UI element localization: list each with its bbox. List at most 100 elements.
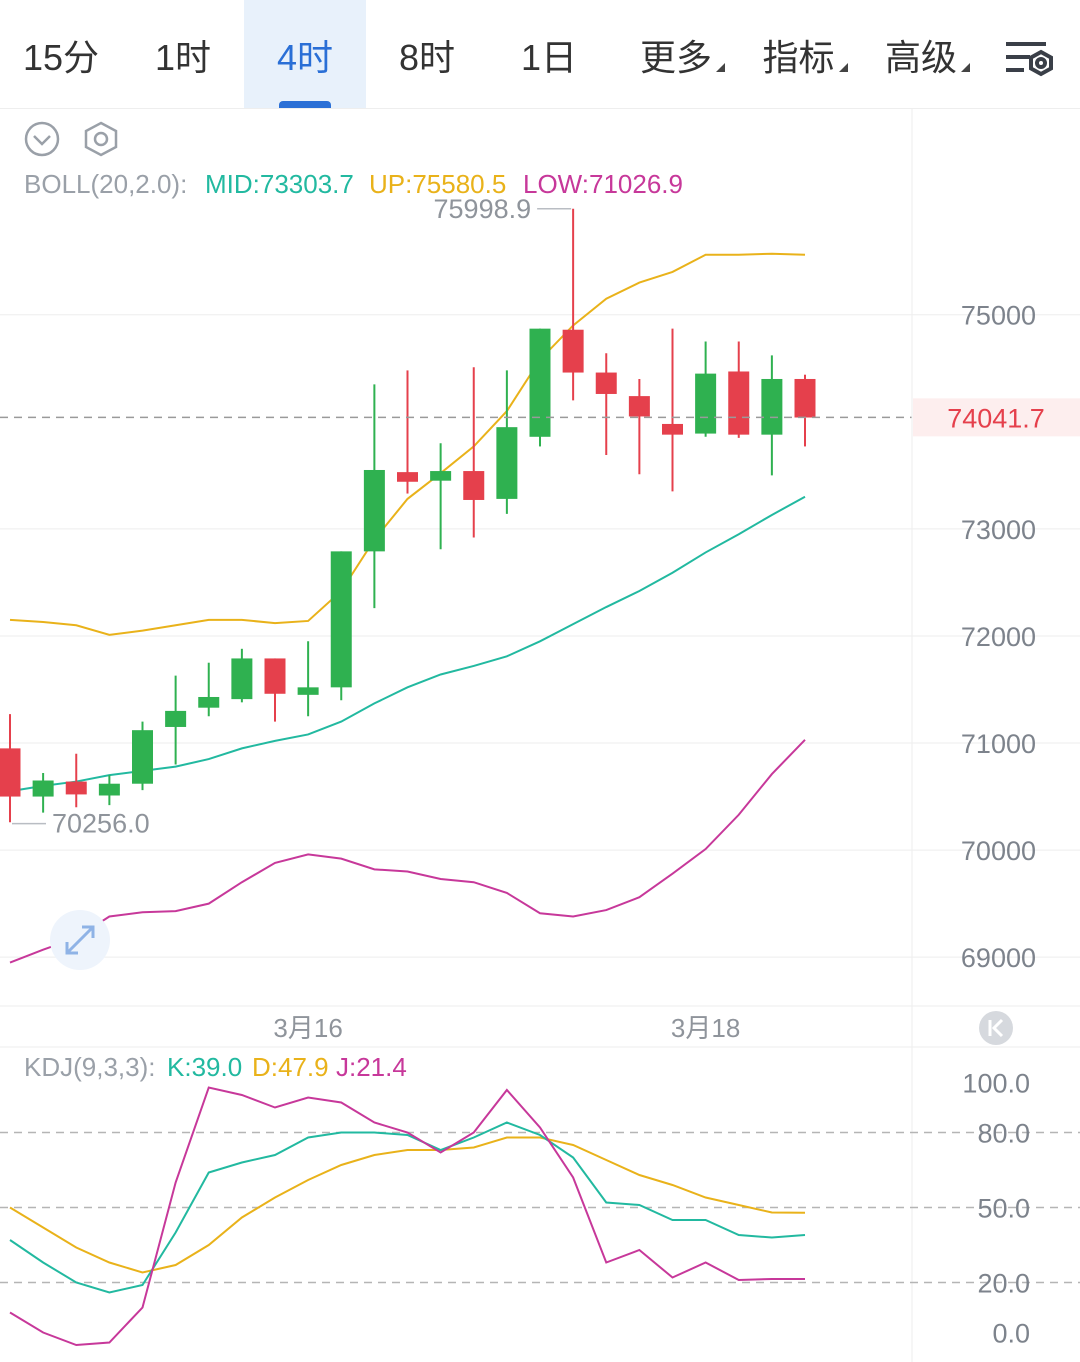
candle-body <box>496 427 518 499</box>
candle <box>463 367 485 538</box>
tab-2[interactable]: 1时 <box>122 0 244 108</box>
candle <box>0 714 21 823</box>
last-price-badge <box>913 398 1080 437</box>
candle <box>32 773 54 813</box>
kdj-d-label: D:47.9 <box>252 1052 329 1082</box>
dropdown-corner-icon <box>961 63 970 72</box>
kdj-y-tick-label: 0.0 <box>992 1319 1030 1349</box>
candle-body <box>363 469 385 552</box>
candle-body <box>264 658 286 694</box>
last-price-label: 74041.7 <box>947 403 1045 433</box>
tab-label: 更多 <box>639 37 712 78</box>
candle <box>264 658 286 722</box>
kdj-k-label: K:39.0 <box>167 1052 242 1082</box>
kdj-j-line <box>9 1086 805 1347</box>
min-price-label: 70256.0 <box>52 809 150 839</box>
x-tick-label: 3月16 <box>273 1013 342 1043</box>
candle <box>695 341 717 437</box>
candle-body <box>761 378 783 435</box>
candle <box>794 374 816 447</box>
candle-body <box>165 710 187 727</box>
kdj-y-tick-label: 20.0 <box>977 1269 1030 1299</box>
boll-low-label: LOW:71026.9 <box>523 169 683 199</box>
chevron-circle-down-icon[interactable] <box>24 121 60 157</box>
candle-body <box>397 472 418 482</box>
candle <box>65 753 87 808</box>
candle-body <box>32 780 54 797</box>
boll-up-label: UP:75580.5 <box>369 169 506 199</box>
tab-label: 8时 <box>398 37 456 78</box>
candle <box>595 353 617 455</box>
candle-body <box>430 471 452 481</box>
candle <box>662 328 683 492</box>
tab-1[interactable]: 15分 <box>0 0 122 108</box>
tab-8[interactable]: 高级 <box>865 0 990 108</box>
candle <box>728 341 750 438</box>
candle <box>397 370 418 494</box>
candle-body <box>728 371 750 435</box>
candle <box>363 384 385 609</box>
candle <box>628 378 650 475</box>
boll-mid-label: MID:73303.7 <box>205 169 354 199</box>
y-tick-label: 70000 <box>961 836 1036 866</box>
candle <box>98 775 120 806</box>
dropdown-corner-icon <box>716 63 725 72</box>
tab-4[interactable]: 8时 <box>366 0 488 108</box>
y-tick-label: 72000 <box>961 622 1036 652</box>
kdj-d-line <box>9 1136 806 1274</box>
candle <box>231 648 253 703</box>
candle <box>165 675 187 765</box>
kdj-y-tick-label: 80.0 <box>977 1119 1030 1149</box>
candle <box>330 551 352 701</box>
header-divider <box>0 108 1080 109</box>
candle <box>562 208 584 401</box>
candle <box>496 370 518 514</box>
tab-6[interactable]: 更多 <box>620 0 745 108</box>
y-tick-label: 71000 <box>961 729 1036 759</box>
candle-body <box>794 378 816 418</box>
candle-body <box>198 696 220 708</box>
candle <box>529 328 551 447</box>
candle-body <box>231 658 253 700</box>
y-tick-label: 75000 <box>961 301 1036 331</box>
candle-body <box>297 687 319 695</box>
max-price-label: 75998.9 <box>434 194 532 224</box>
candle-body <box>463 471 485 500</box>
candle-body <box>562 329 584 373</box>
kdj-j-label: J:21.4 <box>336 1052 407 1082</box>
hexagon-gear-icon[interactable] <box>84 121 118 157</box>
y-tick-label: 69000 <box>961 943 1036 973</box>
candle <box>297 641 319 717</box>
tab-label: 1时 <box>154 37 212 78</box>
candle-body <box>529 328 551 437</box>
expand-arrows-icon[interactable] <box>50 910 110 970</box>
candle <box>430 443 452 550</box>
candle-body <box>0 748 21 797</box>
tab-3[interactable]: 4时 <box>244 0 366 108</box>
candle-body <box>65 781 87 795</box>
x-tick-label: 3月18 <box>671 1013 740 1043</box>
candle-body <box>695 373 717 434</box>
candle-body <box>98 783 120 796</box>
kdj-y-tick-label: 50.0 <box>977 1194 1030 1224</box>
tab-label: 15分 <box>22 37 100 78</box>
candle-body <box>662 423 683 435</box>
tab-7[interactable]: 指标 <box>745 0 865 108</box>
kdj-indicator-label: KDJ(9,3,3): <box>24 1052 156 1082</box>
y-tick-label: 73000 <box>961 515 1036 545</box>
timeframe-tabs: 15分 1时 4时 8时 1日 更多 指标 高级 <box>0 0 1080 108</box>
tab-label: 4时 <box>276 37 334 78</box>
tab-label: 指标 <box>762 37 835 78</box>
tab-label: 高级 <box>884 37 957 78</box>
candle <box>761 355 783 476</box>
boll-mid-line <box>9 495 806 793</box>
kdj-y-tick-label: 100.0 <box>962 1069 1030 1099</box>
candle <box>198 662 220 717</box>
tab-5[interactable]: 1日 <box>488 0 610 108</box>
kdj-k-line <box>9 1121 806 1294</box>
candle <box>132 721 153 791</box>
jump-to-latest-icon[interactable] <box>979 1011 1013 1045</box>
candle-body <box>595 372 617 394</box>
chart-settings-icon[interactable] <box>1006 42 1053 77</box>
